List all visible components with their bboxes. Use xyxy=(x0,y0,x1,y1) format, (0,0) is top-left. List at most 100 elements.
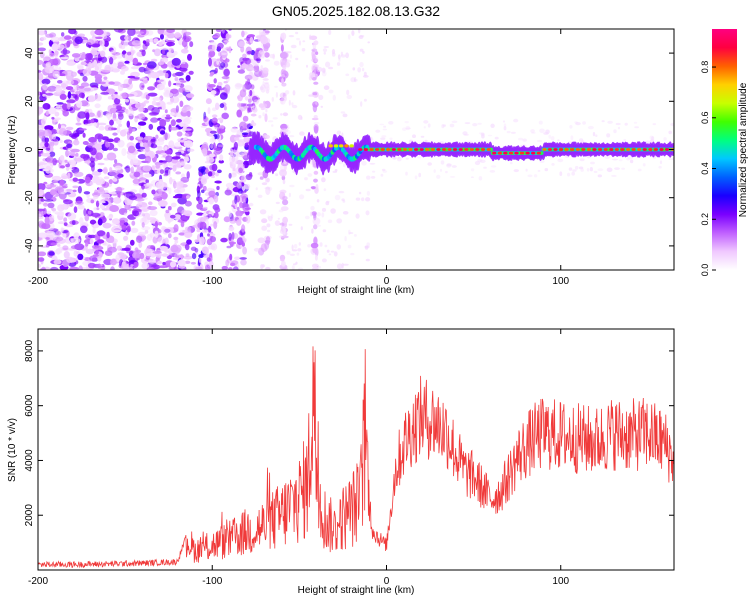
heatmap-blob xyxy=(187,148,195,152)
signal-peak xyxy=(408,148,413,151)
heatmap-blob xyxy=(439,168,443,172)
heatmap-blob xyxy=(164,116,173,120)
heatmap-blob xyxy=(338,58,341,62)
heatmap-blob xyxy=(98,125,105,131)
heatmap-blob xyxy=(80,153,87,159)
signal-peak xyxy=(358,148,363,151)
heatmap-blob xyxy=(110,49,117,55)
heatmap-blob xyxy=(234,82,242,90)
heatmap-blob xyxy=(265,108,268,113)
heatmap-blob xyxy=(125,165,131,173)
heatmap-blob xyxy=(311,211,317,216)
heatmap-blob xyxy=(311,228,314,234)
heatmap-blob xyxy=(183,156,190,162)
heatmap-blob xyxy=(137,201,143,205)
signal-peak xyxy=(349,144,354,148)
heatmap-blob xyxy=(158,265,168,269)
heatmap-blob xyxy=(624,122,628,126)
heatmap-blob xyxy=(114,159,118,164)
heatmap-blob xyxy=(132,210,140,217)
heatmap-blob xyxy=(258,103,265,108)
heatmap-blob xyxy=(124,99,130,103)
heatmap-blob xyxy=(184,231,193,239)
heatmap-blob xyxy=(442,124,446,127)
heatmap-blob xyxy=(481,134,485,139)
heatmap-blob xyxy=(253,52,258,61)
heatmap-blob xyxy=(76,251,80,255)
heatmap-blob xyxy=(574,165,579,170)
snr-x-tick-label: -100 xyxy=(202,576,222,587)
heatmap-blob xyxy=(164,237,169,245)
heatmap-blob xyxy=(127,29,136,36)
heatmap-blob xyxy=(570,135,574,140)
heatmap-blob xyxy=(313,224,318,230)
heatmap-blob xyxy=(141,262,150,270)
heatmap-blob xyxy=(41,266,46,270)
heatmap-blob xyxy=(245,80,249,86)
heatmap-blob xyxy=(237,65,241,68)
heatmap-blob xyxy=(84,160,91,164)
heatmap-blob xyxy=(41,36,47,41)
heatmap-blob xyxy=(183,164,192,170)
heatmap-blob xyxy=(213,194,219,203)
heatmap-blob xyxy=(72,185,79,189)
signal-peak xyxy=(441,148,447,151)
heatmap-blob xyxy=(593,170,598,174)
heatmap-blob xyxy=(326,249,330,253)
heatmap-blob xyxy=(191,253,197,260)
heatmap-blob xyxy=(217,144,224,148)
heatmap-blob xyxy=(225,46,232,51)
heatmap-blob xyxy=(198,236,205,246)
heatmap-blob xyxy=(268,215,273,222)
heatmap-blob xyxy=(73,30,78,35)
heatmap-blob xyxy=(174,252,181,260)
heatmap-blob xyxy=(117,95,123,100)
heatmap-blob xyxy=(172,164,177,172)
heatmap-blob xyxy=(95,249,99,255)
heatmap-blob xyxy=(242,115,249,122)
heatmap-blob xyxy=(229,262,236,267)
heatmap-blob xyxy=(126,225,131,233)
signal-peak xyxy=(380,148,385,151)
heatmap-blob xyxy=(288,223,293,226)
heatmap-blob xyxy=(164,72,169,79)
heatmap-blob xyxy=(265,38,271,44)
heatmap-blob xyxy=(77,65,84,70)
heatmap-blob xyxy=(242,53,247,59)
heatmap-blob xyxy=(221,265,228,270)
heatmap-blob xyxy=(581,139,584,143)
heatmap-blob xyxy=(232,266,239,270)
heatmap-blob xyxy=(283,73,287,77)
heatmap-blob xyxy=(213,221,218,230)
heatmap-blob xyxy=(405,127,411,130)
signal-peak xyxy=(480,148,486,151)
heatmap-blob xyxy=(503,123,507,128)
heatmap-blob xyxy=(194,239,200,243)
heatmap-blob xyxy=(264,187,271,190)
heatmap-blob xyxy=(557,158,564,163)
heatmap-blob xyxy=(147,92,158,97)
heatmap-blob xyxy=(464,122,471,125)
heatmap-blob xyxy=(506,130,511,134)
heatmap-blob xyxy=(328,66,334,70)
heatmap-blob xyxy=(313,65,317,74)
heatmap-blob xyxy=(130,66,140,70)
signal-peak xyxy=(419,148,424,151)
heatmap-blob xyxy=(141,204,150,212)
heatmap-blob xyxy=(216,58,221,62)
heatmap-blob xyxy=(175,182,184,189)
signal-peak xyxy=(497,151,502,155)
heatmap-blob xyxy=(99,212,105,217)
heatmap-blob xyxy=(115,105,123,111)
heatmap-blob xyxy=(159,169,165,175)
heatmap-blob xyxy=(325,201,330,206)
snr-x-axis-label: Height of straight line (km) xyxy=(298,585,415,596)
heatmap-blob xyxy=(77,185,82,194)
heatmap-blob xyxy=(94,94,102,102)
heatmap-blob xyxy=(241,126,250,130)
heatmap-blob xyxy=(148,201,153,206)
heatmap-blob xyxy=(131,220,136,226)
heatmap-blob xyxy=(178,87,186,93)
heatmap-blob xyxy=(155,164,160,169)
heatmap-blob xyxy=(336,218,343,224)
